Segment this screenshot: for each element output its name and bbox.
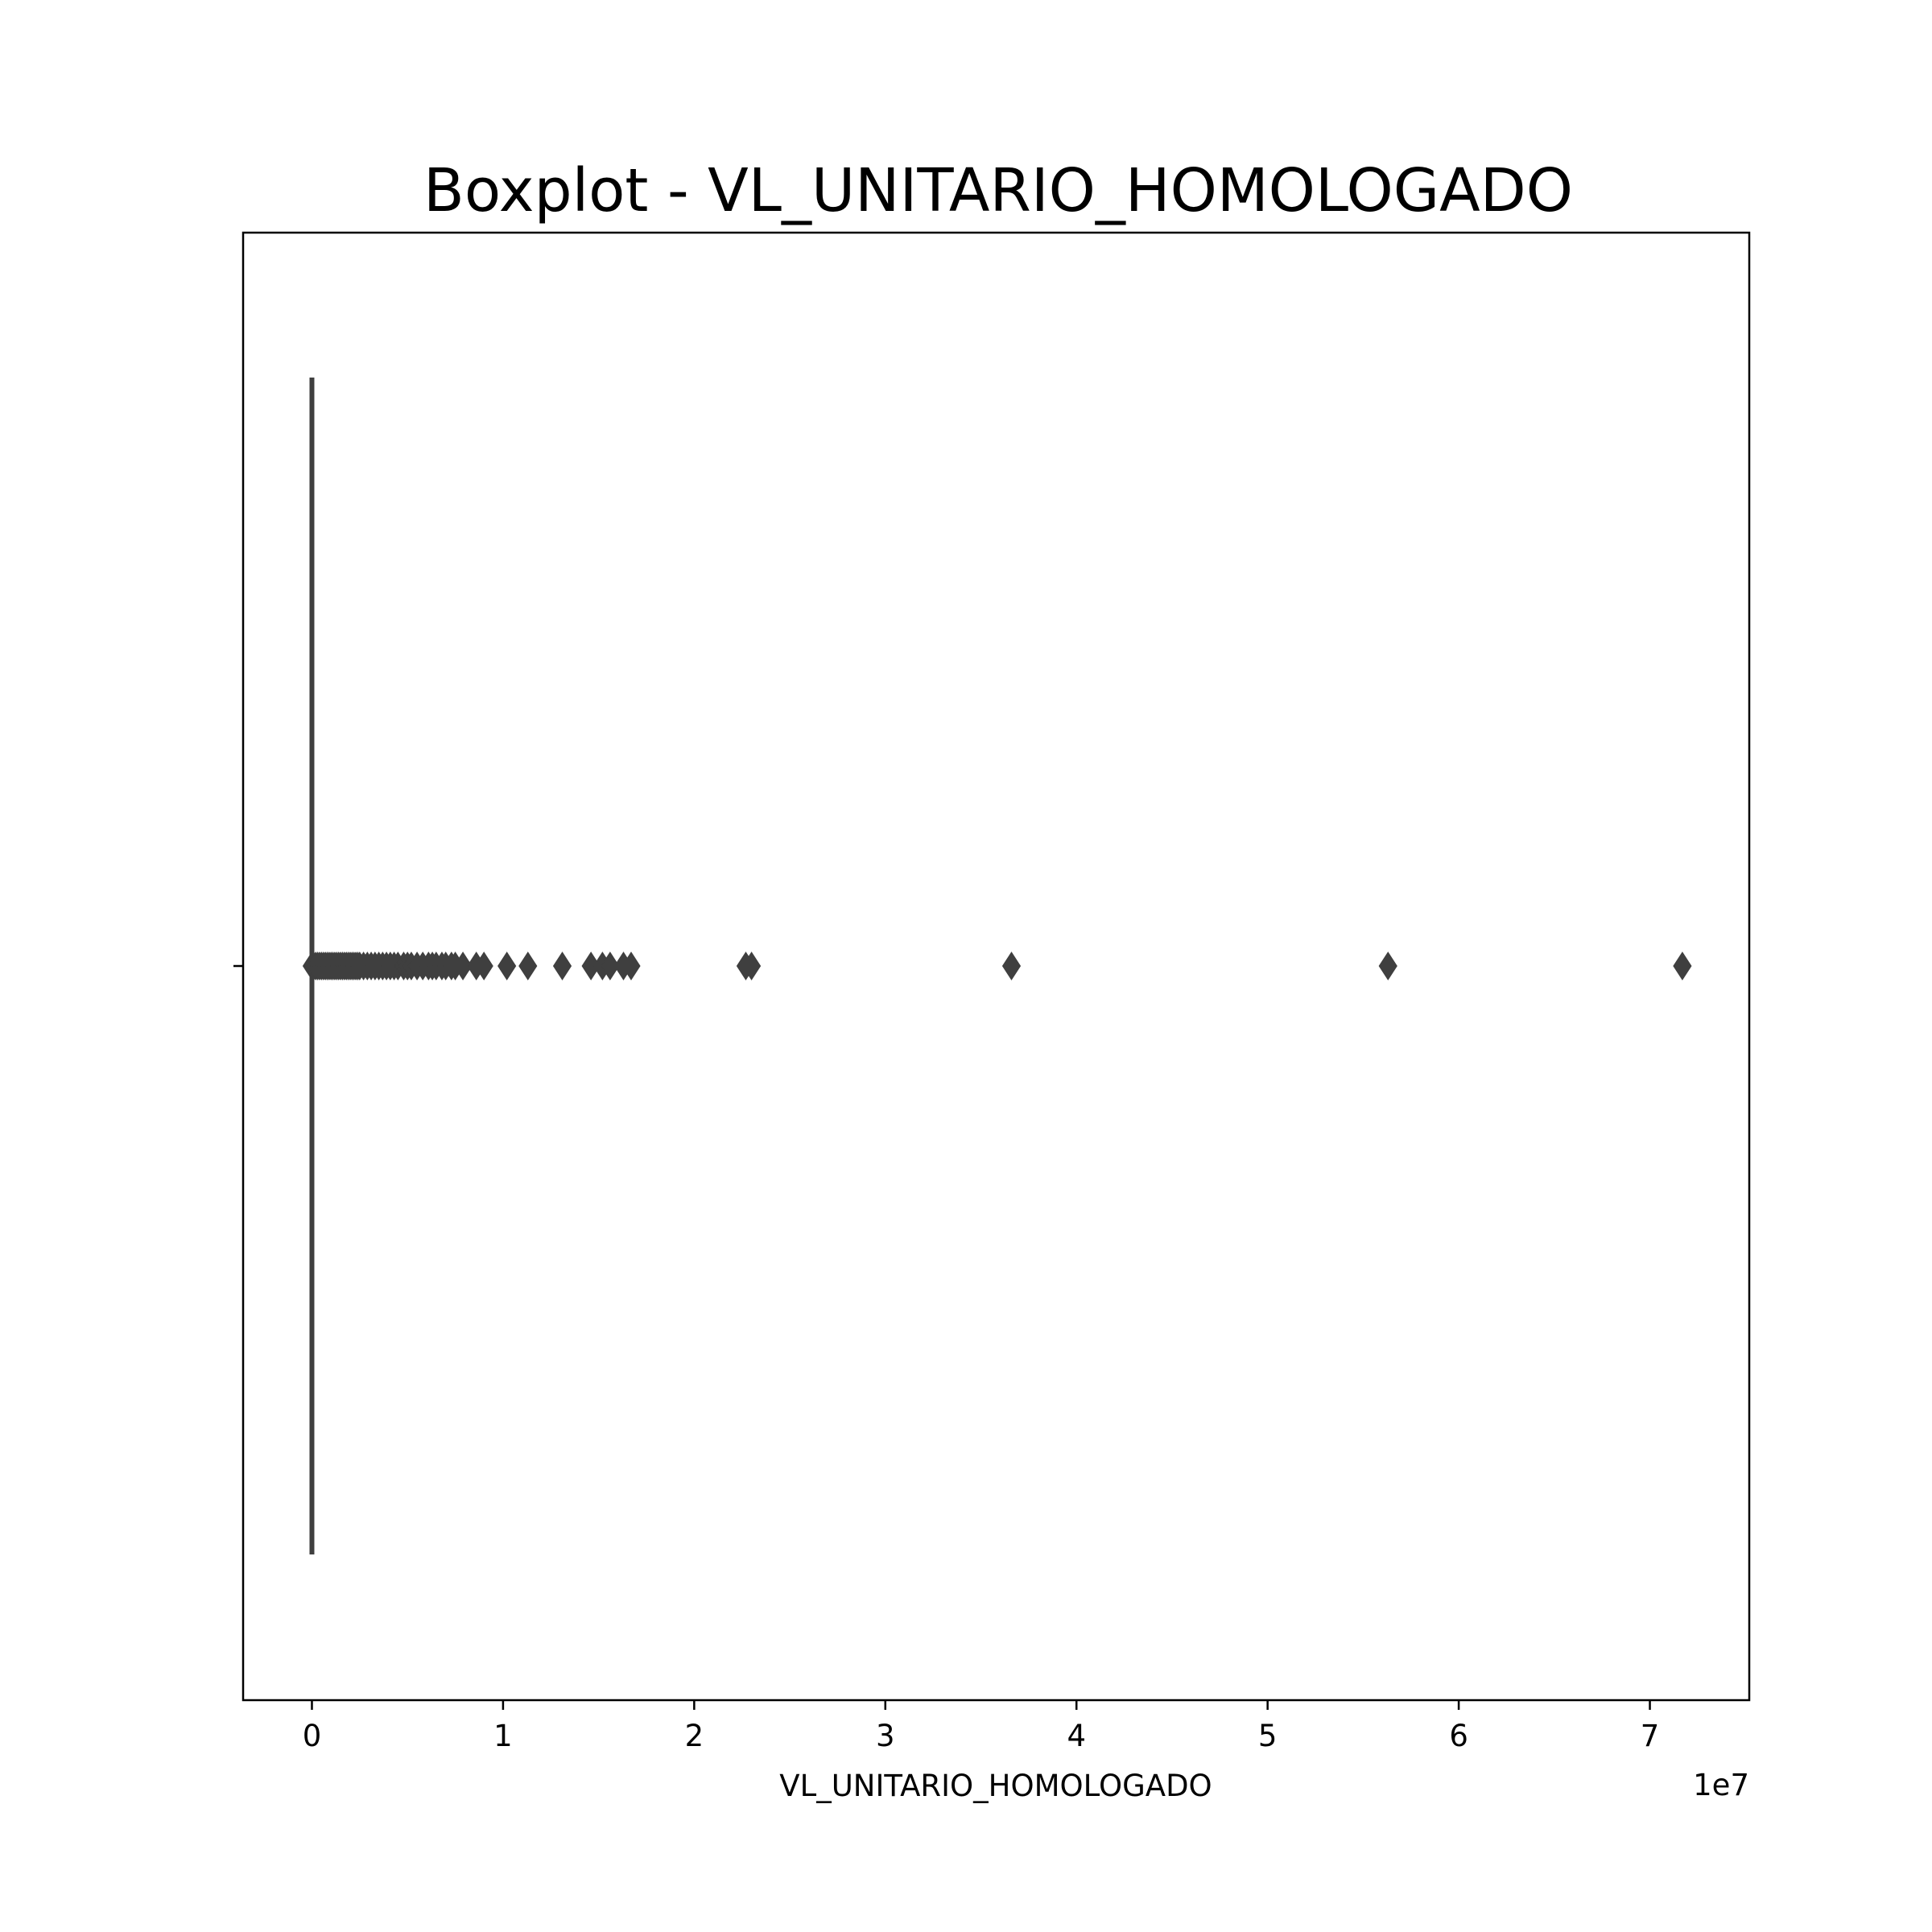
x-tick-label: 1 bbox=[493, 1719, 513, 1753]
x-tick-label: 3 bbox=[876, 1719, 895, 1753]
chart-title: Boxplot - VL_UNITARIO_HOMOLOGADO bbox=[423, 156, 1573, 225]
x-tick-label: 4 bbox=[1067, 1719, 1086, 1753]
x-tick-label: 2 bbox=[685, 1719, 704, 1753]
outlier-point bbox=[552, 952, 572, 980]
x-tick-label: 5 bbox=[1258, 1719, 1278, 1753]
outlier-point bbox=[1001, 952, 1022, 980]
x-axis-ticks: 0 1 2 3 4 5 6 7 bbox=[303, 1700, 1660, 1753]
outlier-markers bbox=[302, 952, 1692, 980]
x-tick-label: 0 bbox=[303, 1719, 322, 1753]
outlier-point bbox=[497, 952, 517, 980]
outlier-point bbox=[741, 952, 762, 980]
outlier-point bbox=[601, 952, 620, 980]
x-axis-label: VL_UNITARIO_HOMOLOGADO bbox=[779, 1769, 1212, 1803]
outlier-point bbox=[453, 952, 473, 980]
outlier-point bbox=[474, 952, 493, 980]
x-tick-label: 6 bbox=[1449, 1719, 1468, 1753]
x-tick-label: 7 bbox=[1641, 1719, 1660, 1753]
outlier-point bbox=[1378, 952, 1397, 980]
x-axis-offset-label: 1e7 bbox=[1693, 1768, 1749, 1802]
outlier-point bbox=[1673, 952, 1692, 980]
outlier-point bbox=[518, 952, 538, 980]
outlier-point bbox=[621, 952, 641, 980]
